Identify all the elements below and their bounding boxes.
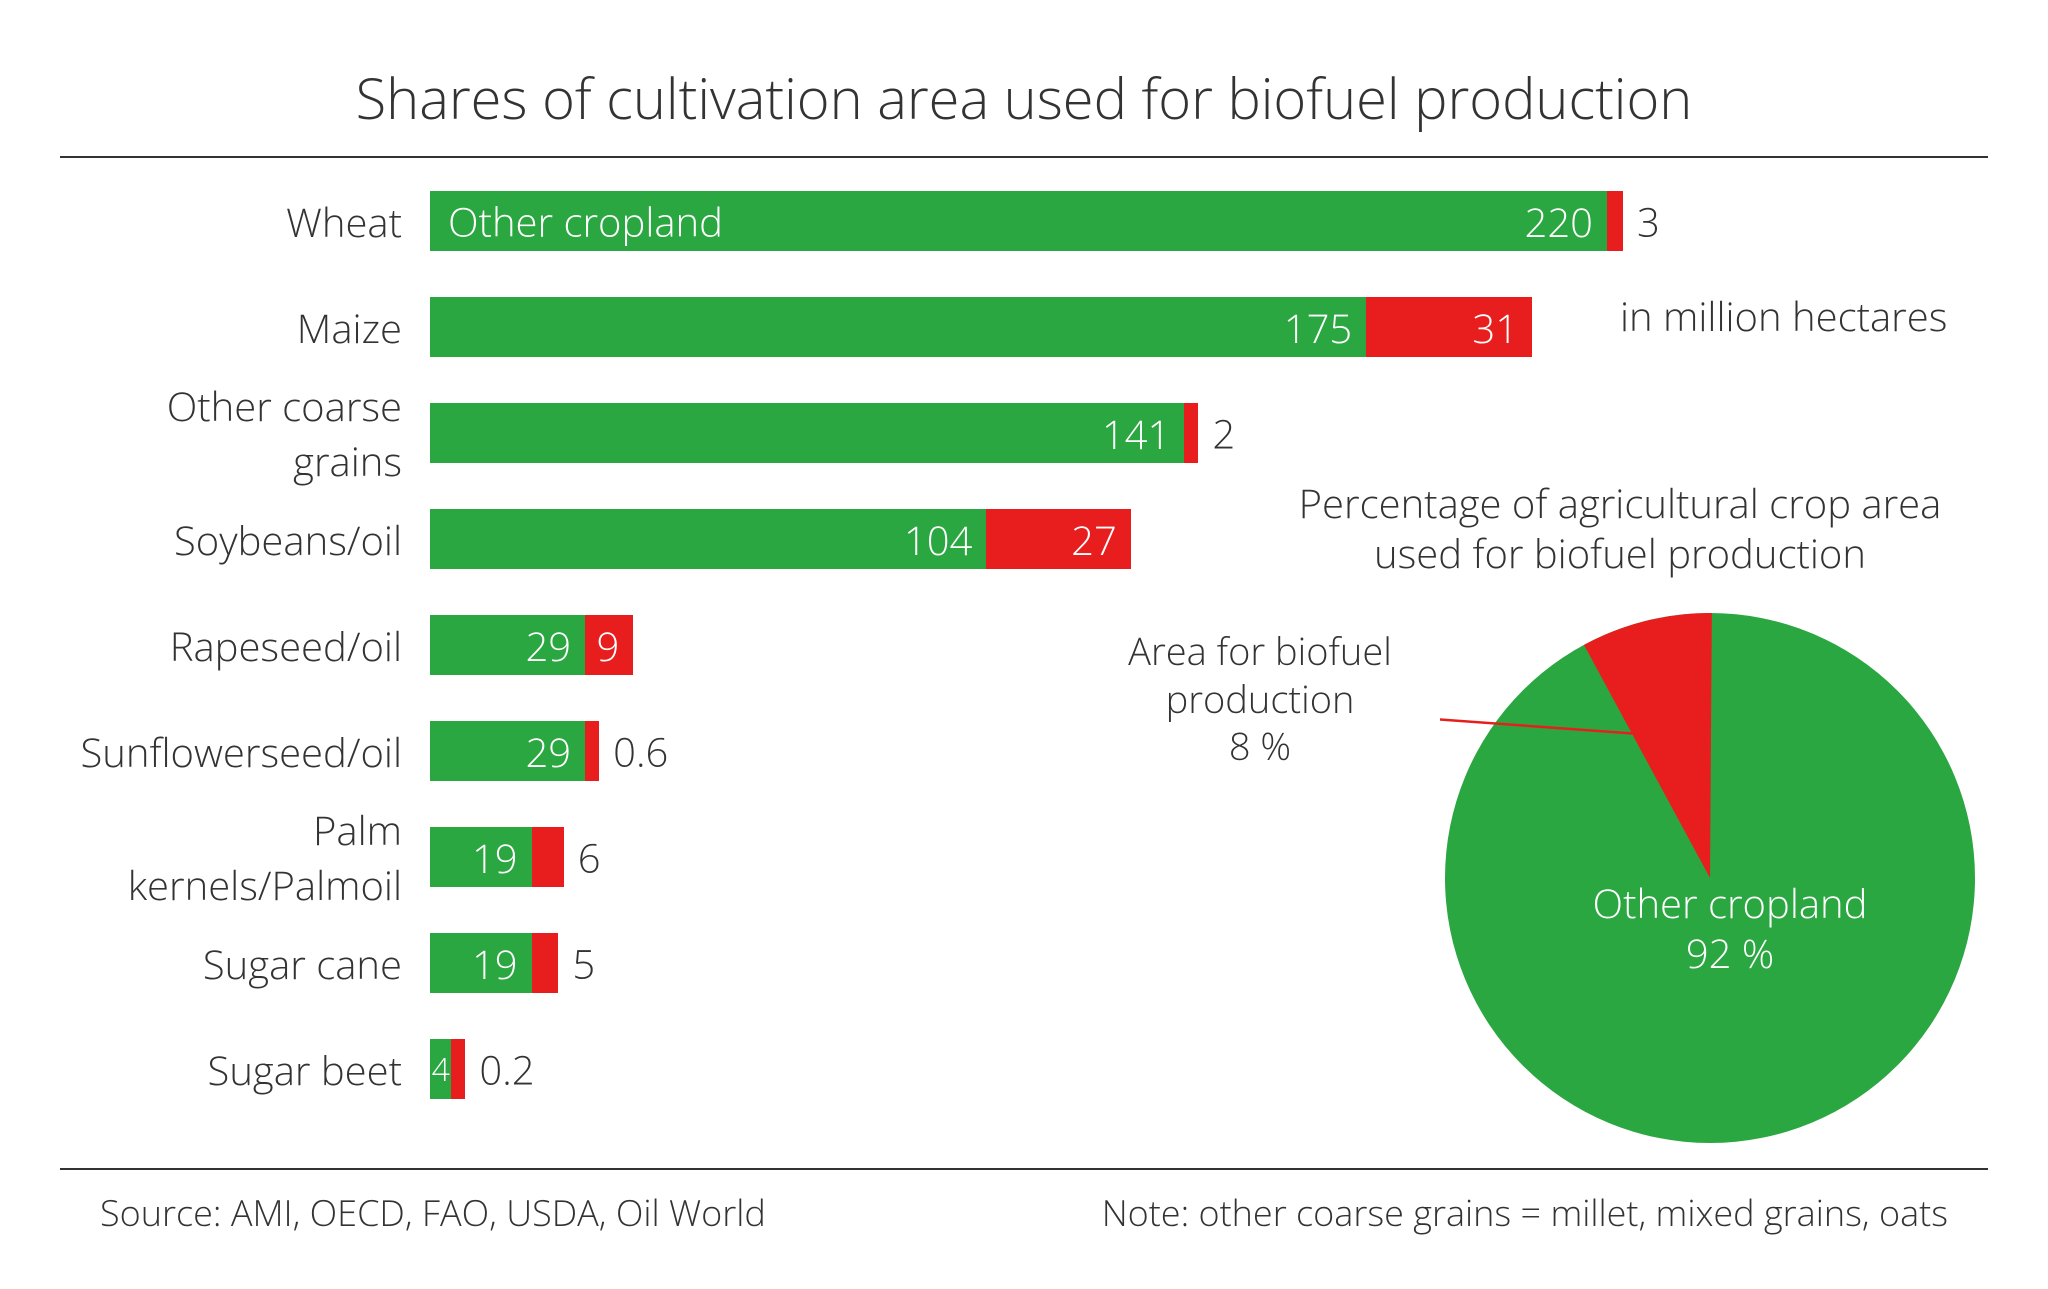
footer: Source: AMI, OECD, FAO, USDA, Oil World … — [60, 1170, 1988, 1237]
bar-seg-red — [585, 721, 599, 781]
pie-biofuel-label-pct: 8 % — [1229, 720, 1291, 772]
bar-red-value: 31 — [1472, 300, 1518, 355]
bar-red-value-outside: 3 — [1637, 194, 1660, 249]
bar-seg-red — [532, 827, 564, 887]
bar-row-label: Sunflowerseed/oil — [60, 724, 430, 779]
bar-row: Other coarse grains1412 — [60, 398, 1988, 468]
bar-seg-red: 9 — [585, 615, 633, 675]
bar-red-value: 27 — [1071, 512, 1117, 567]
pie-other-label-pct: 92 % — [1686, 925, 1774, 980]
footer-note: Note: other coarse grains = millet, mixe… — [1102, 1188, 1948, 1237]
bar-row-label: Rapeseed/oil — [60, 618, 430, 673]
bar-row-label: Maize — [60, 300, 430, 355]
footer-source: Source: AMI, OECD, FAO, USDA, Oil World — [100, 1188, 766, 1237]
bar-red-value-outside: 2 — [1212, 406, 1235, 461]
bar-row-label: Sugar cane — [60, 936, 430, 991]
bar-green-value: 19 — [472, 830, 518, 885]
bar-holder: 195 — [430, 933, 558, 993]
bar-seg-green: 29 — [430, 721, 585, 781]
pie-title: Percentage of agricultural crop area use… — [1250, 478, 1990, 578]
bar-green-value: 175 — [1284, 300, 1353, 355]
bar-green-value: 4 — [432, 1048, 450, 1091]
pie-biofuel-label-line1: Area for biofuel — [1128, 625, 1392, 677]
bar-seg-red: 31 — [1366, 297, 1532, 357]
bar-row: Wheat 220 Other cropland 3 — [60, 186, 1988, 256]
bar-holder: 40.2 — [430, 1039, 465, 1099]
bar-holder: 29 9 — [430, 615, 633, 675]
bar-seg-green: 141 — [430, 403, 1184, 463]
bar-green-value: 29 — [525, 724, 571, 779]
bar-row-label: Palm kernels/Palmoil — [60, 802, 430, 912]
bar-green-value: 220 — [1525, 194, 1594, 249]
bar-seg-green: 19 — [430, 827, 532, 887]
pie-biofuel-label-line2: production — [1166, 673, 1355, 725]
bar-green-value: 29 — [525, 618, 571, 673]
pie-other-label: Other cropland 92 % — [1580, 878, 1880, 978]
bar-row-label: Sugar beet — [60, 1042, 430, 1097]
bar-row-label: Wheat — [60, 194, 430, 249]
bar-seg-green: 175 — [430, 297, 1366, 357]
bar-holder: 175 31 — [430, 297, 1532, 357]
bar-seg-green: 19 — [430, 933, 532, 993]
bar-seg-red: 27 — [986, 509, 1130, 569]
pie-other-label-line1: Other cropland — [1593, 875, 1868, 930]
bar-seg-red — [1184, 403, 1198, 463]
chart-area: Wheat 220 Other cropland 3 Maize 175 31 Other c… — [60, 158, 1988, 1168]
bar-holder: 1412 — [430, 403, 1198, 463]
bar-holder: 290.6 — [430, 721, 599, 781]
chart-title: Shares of cultivation area used for biof… — [60, 60, 1988, 136]
bar-holder: 104 27 — [430, 509, 1131, 569]
bar-seg-red — [1607, 191, 1623, 251]
bar-seg-red — [451, 1039, 465, 1099]
bar-seg-green: 104 — [430, 509, 986, 569]
bar-red-value-outside: 0.6 — [613, 724, 668, 779]
bar-red-value-outside: 5 — [572, 936, 595, 991]
bar-holder: 196 — [430, 827, 564, 887]
bar-red-value-outside: 0.2 — [479, 1042, 534, 1097]
unit-label: in million hectares — [1620, 288, 1947, 343]
bar-row-label: Other coarse grains — [60, 378, 430, 488]
bar-holder: 220Other cropland3 — [430, 191, 1623, 251]
bar-green-value: 141 — [1102, 406, 1171, 461]
bar-green-value: 104 — [904, 512, 973, 567]
bar-red-value-outside: 6 — [578, 830, 601, 885]
bar-seg-green: 29 — [430, 615, 585, 675]
bar-seg-green: 4 — [430, 1039, 451, 1099]
bar-red-value: 9 — [596, 618, 619, 673]
bar-seg-green: 220 Other cropland — [430, 191, 1607, 251]
bar-green-value: 19 — [472, 936, 518, 991]
bar-seg-red — [532, 933, 559, 993]
other-cropland-inner-label: Other cropland — [448, 194, 723, 249]
bar-row-label: Soybeans/oil — [60, 512, 430, 567]
pie-biofuel-label: Area for biofuel production 8 % — [1100, 628, 1420, 771]
